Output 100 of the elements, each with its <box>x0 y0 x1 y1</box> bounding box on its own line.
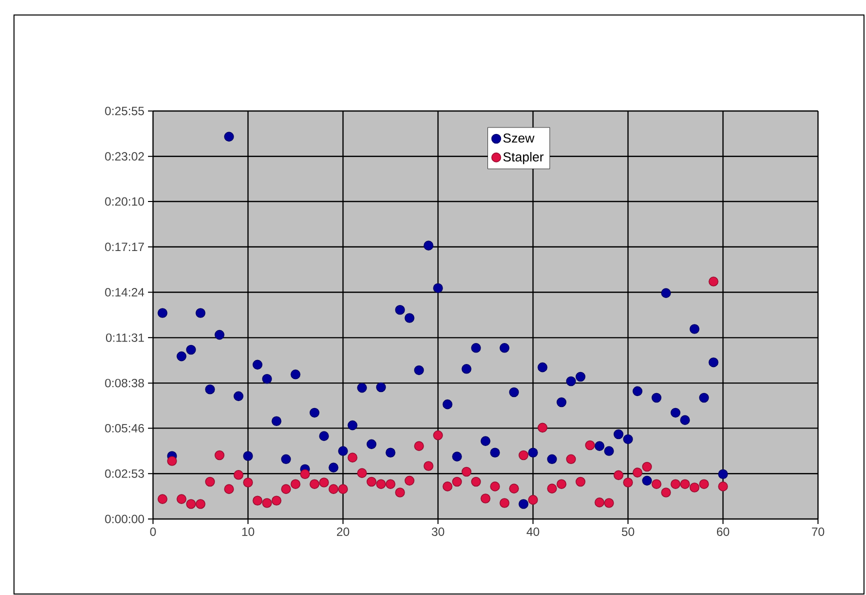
y-tick-label: 0:14:24 <box>105 288 144 297</box>
point <box>604 498 614 508</box>
point <box>699 479 709 489</box>
point <box>310 408 320 418</box>
point <box>556 397 566 408</box>
point <box>452 452 462 462</box>
point <box>357 382 367 393</box>
point <box>234 470 244 480</box>
point <box>366 439 376 450</box>
x-tick-label: 10 <box>242 528 254 536</box>
point <box>718 482 728 492</box>
point <box>556 479 566 489</box>
x-tick-label: 50 <box>622 528 634 536</box>
y-tick-label: 0:17:17 <box>105 242 144 252</box>
point <box>433 283 443 293</box>
point <box>290 479 300 489</box>
point <box>224 484 234 494</box>
point <box>328 462 338 472</box>
point <box>395 488 405 498</box>
point <box>718 469 728 480</box>
point <box>272 496 282 506</box>
point <box>158 494 168 504</box>
point <box>614 470 624 480</box>
point <box>186 499 196 509</box>
point <box>310 479 320 489</box>
point <box>642 462 652 472</box>
x-tick-label: 30 <box>432 528 444 536</box>
y-tick-label: 0:23:02 <box>105 152 144 161</box>
point <box>442 482 452 492</box>
point <box>414 441 424 451</box>
point <box>566 376 576 386</box>
point <box>652 479 662 489</box>
y-tick-label: 0:11:31 <box>106 333 144 342</box>
point <box>366 476 376 487</box>
point <box>604 446 614 456</box>
point <box>462 364 472 374</box>
point <box>632 386 642 396</box>
point <box>376 479 386 489</box>
point <box>186 344 196 355</box>
point <box>404 313 414 323</box>
point <box>433 430 443 440</box>
point <box>262 374 272 384</box>
point <box>500 498 510 508</box>
point <box>509 387 519 398</box>
point <box>471 476 481 487</box>
y-tick-label: 0:05:46 <box>105 424 144 432</box>
point <box>623 478 633 488</box>
point <box>652 392 662 403</box>
point <box>243 478 253 488</box>
legend-label: Szew <box>503 133 534 143</box>
point <box>518 499 528 509</box>
point <box>680 479 690 489</box>
point <box>538 362 548 372</box>
point <box>252 496 262 506</box>
point <box>480 494 490 504</box>
y-tick-label: 0:00:00 <box>105 514 144 524</box>
legend-label: Stapler <box>503 152 544 164</box>
point <box>404 476 414 486</box>
y-tick-label: 0:20:10 <box>105 197 144 206</box>
point <box>214 450 224 460</box>
x-tick-label: 40 <box>526 528 540 536</box>
point <box>376 382 386 392</box>
point <box>290 370 300 380</box>
point <box>670 408 680 418</box>
point <box>386 479 396 489</box>
point <box>690 324 700 334</box>
point <box>632 468 642 478</box>
point <box>424 461 434 471</box>
point <box>528 448 538 458</box>
point <box>414 365 424 376</box>
point <box>623 434 633 444</box>
point <box>585 440 595 450</box>
point <box>471 343 481 353</box>
point <box>234 391 244 402</box>
point <box>594 441 604 451</box>
point <box>386 448 396 458</box>
point <box>566 454 576 464</box>
point <box>196 499 206 509</box>
point <box>708 276 718 286</box>
point <box>205 476 215 487</box>
y-tick-label: 0:08:38 <box>105 378 144 388</box>
point <box>442 399 452 410</box>
point <box>480 436 490 446</box>
y-tick-label: 0:02:53 <box>105 469 144 478</box>
point <box>538 422 548 433</box>
point <box>357 468 367 478</box>
point <box>300 469 310 480</box>
point <box>452 476 462 487</box>
point <box>262 498 272 508</box>
point <box>576 476 586 487</box>
point <box>528 494 538 505</box>
point <box>642 476 652 486</box>
point <box>158 308 168 318</box>
point <box>196 308 206 318</box>
x-tick-label: 20 <box>336 528 350 536</box>
point <box>424 240 434 250</box>
point <box>509 484 519 494</box>
point <box>338 484 348 494</box>
point <box>547 484 557 494</box>
point <box>205 384 215 394</box>
